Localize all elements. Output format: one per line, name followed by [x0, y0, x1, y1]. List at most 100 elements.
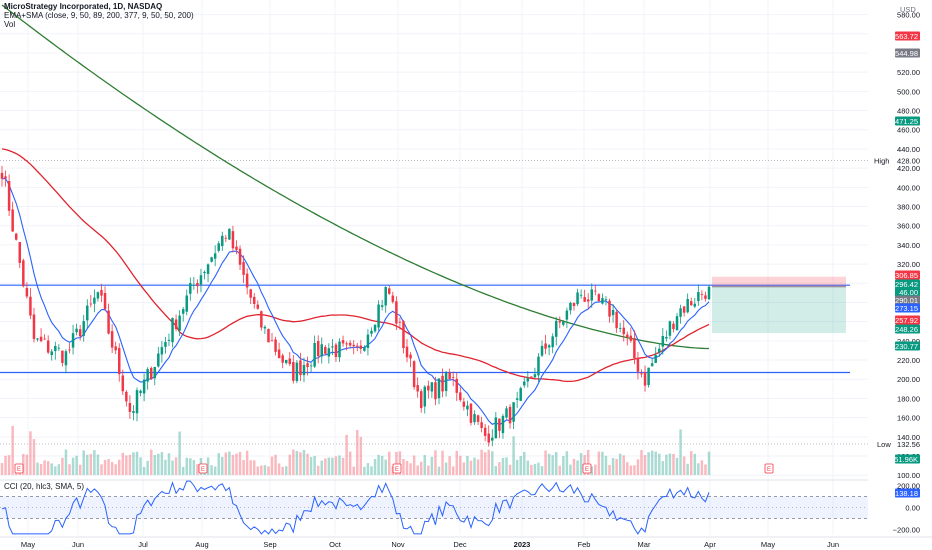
volume-bar	[253, 460, 256, 475]
candle-body	[508, 406, 512, 424]
volume-bar	[530, 464, 533, 475]
volume-bar	[277, 463, 281, 475]
earnings-marker	[392, 463, 402, 474]
volume-bar	[32, 439, 36, 475]
earnings-letter: E	[585, 467, 589, 473]
candle-body	[459, 392, 462, 401]
volume-bar	[615, 458, 618, 475]
volume-bar	[434, 450, 437, 475]
volume-bar	[636, 459, 640, 475]
candle-body	[132, 411, 135, 413]
volume-bar	[473, 457, 476, 475]
time-tick: Aug	[195, 540, 208, 549]
volume-bar	[341, 457, 345, 475]
volume-bar	[260, 465, 263, 475]
time-tick: May	[761, 540, 775, 549]
volume-bar	[618, 453, 622, 475]
candle-body	[562, 321, 565, 325]
volume-bar	[213, 466, 217, 475]
candle-body	[196, 282, 199, 287]
volume-bar	[533, 463, 537, 475]
volume-bar	[50, 463, 53, 475]
volume-bar	[515, 459, 519, 475]
candle-body	[57, 347, 61, 349]
candle-body	[366, 334, 370, 348]
candle-body	[373, 324, 377, 332]
candle-body	[235, 246, 238, 250]
volume-bar	[270, 456, 274, 475]
volume-bar	[242, 460, 245, 475]
volume-bar	[640, 450, 643, 475]
volume-bar	[11, 425, 14, 475]
volume-bar	[501, 457, 505, 475]
volume-bar	[334, 456, 338, 475]
volume-bar	[569, 464, 572, 475]
symbol-title: MicroStrategy Incorporated, 1D, NASDAQ	[4, 2, 163, 11]
volume-bar	[494, 466, 498, 475]
candle-body	[640, 373, 643, 375]
volume-bar	[292, 449, 295, 475]
volume-bar	[579, 453, 583, 475]
candle-body	[590, 289, 594, 301]
candle-body	[50, 351, 53, 356]
candle-body	[71, 333, 75, 348]
price-tick: 520.00	[897, 68, 920, 77]
value-tag	[895, 31, 920, 41]
volume-legend[interactable]: Vol	[4, 20, 16, 29]
volume-bar	[626, 462, 629, 475]
cci-pane	[0, 479, 868, 535]
volume-bar	[189, 458, 192, 475]
time-tick: Jul	[138, 540, 148, 549]
candle-body	[256, 304, 260, 309]
volume-bar	[149, 449, 153, 475]
value-tag-label: 296.42	[895, 280, 918, 289]
candle-body	[455, 378, 458, 393]
candle-body	[647, 367, 650, 385]
volume-bar	[181, 466, 185, 475]
cci-line	[1, 480, 710, 535]
volume-bar	[508, 464, 512, 475]
volume-bar	[459, 455, 462, 475]
volume-bar	[469, 460, 473, 475]
indicator-legend[interactable]: EMA+SMA (close, 9, 50, 89, 200, 377, 9, …	[4, 11, 194, 20]
candle-body	[299, 360, 302, 376]
candle-body	[306, 363, 309, 368]
volume-bar	[430, 456, 434, 475]
candle-body	[206, 264, 210, 274]
volume-bar	[437, 466, 441, 475]
volume-bar	[210, 465, 213, 475]
candle-body	[643, 372, 647, 386]
candle-body	[324, 346, 327, 354]
earnings-marker	[582, 463, 592, 474]
candle-body	[654, 354, 657, 363]
volume-bar	[327, 457, 331, 475]
value-tag-label: 290.01	[895, 296, 918, 305]
cci-tick: −200.00	[893, 526, 920, 535]
candle-body	[391, 295, 395, 302]
candle-body	[611, 310, 615, 316]
low-label: Low	[877, 440, 891, 449]
high-value: 428.00	[897, 156, 920, 165]
volume-bar	[398, 451, 402, 475]
cci-band	[0, 496, 868, 519]
time-tick: Oct	[329, 540, 342, 549]
candle-body	[320, 344, 323, 357]
volume-bar	[423, 455, 427, 475]
candle-body	[238, 248, 242, 265]
cci-legend[interactable]: CCI (20, hlc3, SMA, 5)	[4, 482, 85, 491]
cci-tick: 200.00	[897, 482, 920, 491]
candle-body	[260, 311, 263, 328]
volume-bar	[700, 460, 704, 475]
volume-bar	[324, 458, 327, 475]
candle-body	[633, 338, 636, 359]
candle-body	[221, 235, 224, 247]
candle-body	[686, 298, 689, 313]
candle-body	[4, 176, 7, 179]
volume-bar	[157, 453, 160, 475]
time-tick: Mar	[638, 540, 651, 549]
price-tick: 100.00	[897, 471, 920, 480]
volume-bar	[601, 451, 604, 475]
candle-body	[416, 385, 419, 392]
candle-body	[167, 339, 171, 341]
